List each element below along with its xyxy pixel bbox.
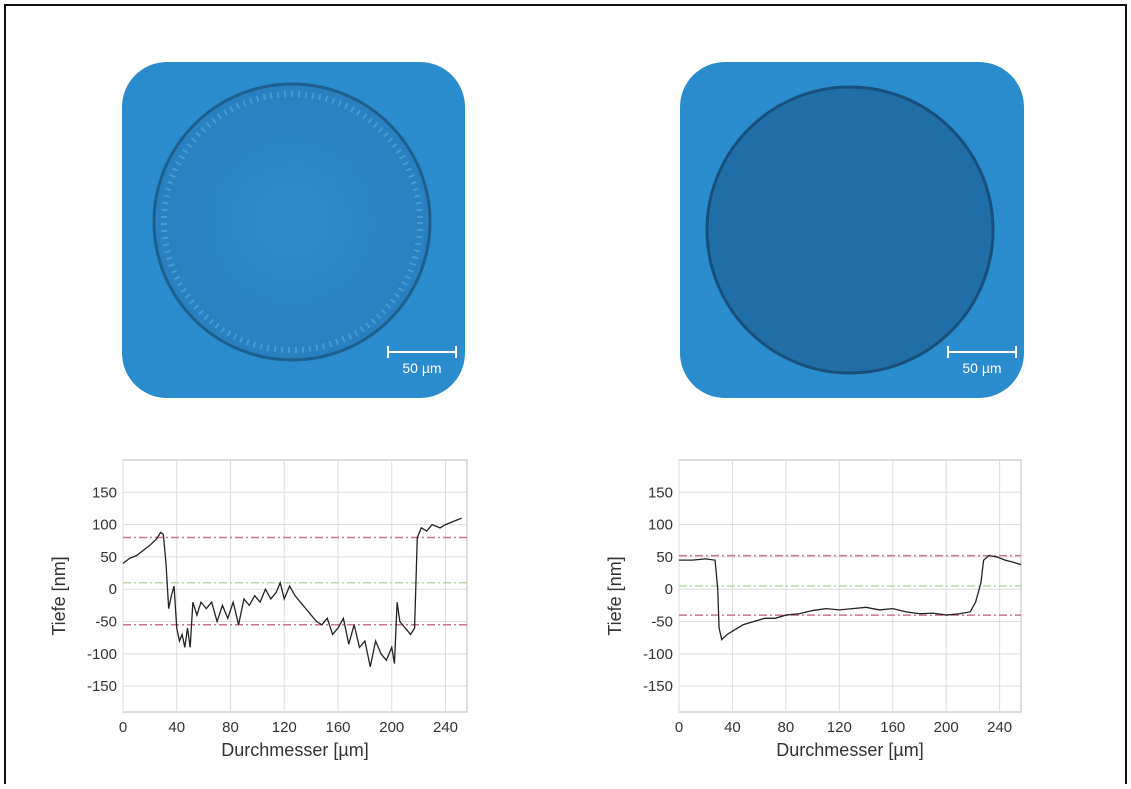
y-tick-label: 0 bbox=[109, 581, 117, 598]
x-tick-label: 240 bbox=[987, 719, 1012, 736]
y-tick-label: -150 bbox=[87, 678, 117, 695]
x-tick-label: 80 bbox=[778, 719, 795, 736]
x-axis-label: Durchmesser [µm] bbox=[776, 740, 923, 760]
frame bbox=[4, 4, 1127, 789]
x-tick-label: 160 bbox=[880, 719, 905, 736]
x-tick-label: 40 bbox=[168, 719, 185, 736]
y-tick-label: -100 bbox=[643, 646, 673, 663]
x-tick-label: 120 bbox=[827, 719, 852, 736]
x-tick-label: 200 bbox=[934, 719, 959, 736]
micrograph: 50 µm bbox=[680, 62, 1024, 398]
x-axis-label: Durchmesser [µm] bbox=[221, 740, 368, 760]
y-tick-label: 100 bbox=[92, 517, 117, 534]
x-tick-label: 40 bbox=[724, 719, 741, 736]
y-tick-label: 100 bbox=[648, 517, 673, 534]
y-axis-label: Tiefe [nm] bbox=[49, 556, 69, 635]
x-tick-label: 160 bbox=[325, 719, 350, 736]
y-tick-label: -150 bbox=[643, 678, 673, 695]
micrograph: 50 µm bbox=[122, 62, 465, 398]
x-tick-label: 120 bbox=[272, 719, 297, 736]
data-line bbox=[122, 517, 462, 667]
y-tick-label: 50 bbox=[656, 549, 673, 566]
y-tick-label: -50 bbox=[651, 614, 673, 631]
y-tick-label: 50 bbox=[100, 549, 117, 566]
y-axis-label: Tiefe [nm] bbox=[605, 556, 625, 635]
data-line bbox=[679, 554, 1022, 641]
y-tick-label: 0 bbox=[665, 581, 673, 598]
y-tick-label: -50 bbox=[95, 614, 117, 631]
x-tick-label: 80 bbox=[222, 719, 239, 736]
y-tick-label: -100 bbox=[87, 646, 117, 663]
x-tick-label: 0 bbox=[119, 719, 127, 736]
x-tick-label: 0 bbox=[675, 719, 683, 736]
scale-bar-label: 50 µm bbox=[962, 360, 1001, 376]
y-tick-label: 150 bbox=[92, 484, 117, 501]
scale-bar-label: 50 µm bbox=[402, 360, 441, 376]
plot-area bbox=[122, 459, 468, 713]
y-tick-label: 150 bbox=[648, 484, 673, 501]
x-tick-label: 240 bbox=[433, 719, 458, 736]
x-tick-label: 200 bbox=[379, 719, 404, 736]
